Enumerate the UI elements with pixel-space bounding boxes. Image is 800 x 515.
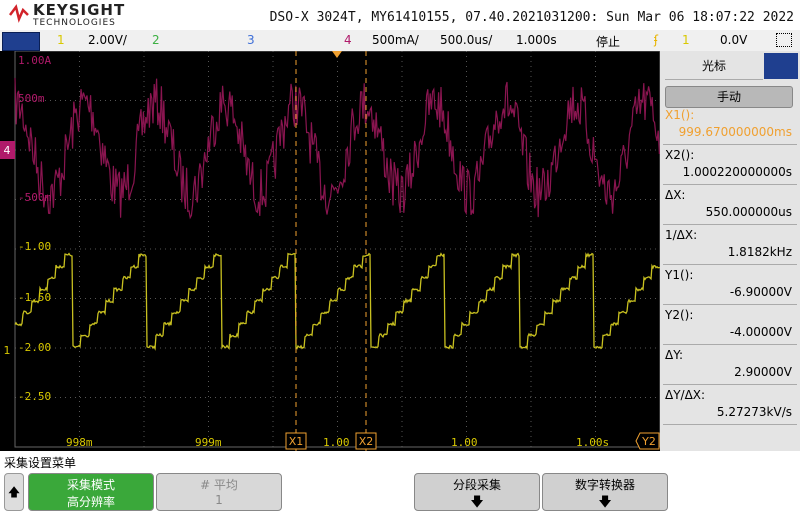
- logo-icon: [9, 4, 29, 23]
- y2-label: Y2: [641, 435, 656, 448]
- softkey-label: # 平均: [200, 478, 238, 492]
- axis-labels: 1.00A 500m -500m -1.00 -1.50 -2.00 -2.50 998m 99…: [18, 54, 609, 449]
- panel-tab[interactable]: 光标: [665, 53, 763, 80]
- ch4-scale: 500mA/: [372, 33, 419, 47]
- y-label: -1.00: [18, 240, 51, 253]
- readout-value: -6.90000V: [729, 285, 792, 299]
- trigger-icon: ʄ: [654, 33, 659, 47]
- x-label: 1.00s: [576, 436, 609, 449]
- waveforms: [14, 77, 660, 351]
- softkey-value: 1: [215, 493, 223, 507]
- ch1-scale: 2.00V/: [88, 33, 127, 47]
- softkey[interactable]: 采集模式 高分辨率: [28, 473, 154, 511]
- y-label: 1.00A: [18, 54, 51, 67]
- x-label: 999m: [195, 436, 222, 449]
- ch4-marker-bg: [0, 141, 15, 159]
- ch1[interactable]: 1: [57, 33, 65, 47]
- run-state[interactable]: 停止: [596, 35, 621, 49]
- separator: [663, 144, 797, 145]
- x-label: 1.00: [451, 436, 478, 449]
- readout-label: X1():: [665, 108, 695, 122]
- readout-value: 5.27273kV/s: [716, 405, 792, 419]
- mode-button[interactable]: 手动: [665, 86, 793, 108]
- x1-label: X1: [289, 435, 304, 448]
- readout-value: 999.670000000ms: [678, 125, 792, 139]
- delay: 1.000s: [516, 33, 557, 47]
- grid-frame: [14, 51, 660, 448]
- x2-tag[interactable]: [355, 432, 377, 450]
- x-label: 1.00: [323, 436, 350, 449]
- x2-label: X2: [359, 435, 374, 448]
- readout-value: 1.8182kHz: [727, 245, 792, 259]
- separator: [663, 224, 797, 225]
- separator: [663, 424, 797, 425]
- grid: [14, 51, 660, 448]
- ch1-marker[interactable]: 1: [4, 344, 11, 357]
- screen-icon[interactable]: [776, 33, 792, 47]
- separator: [663, 184, 797, 185]
- graticule: 1.00A 500m -500m -1.00 -1.50 -2.00 -2.50 998m 99…: [0, 51, 660, 451]
- ch2[interactable]: 2: [152, 33, 160, 47]
- readout-label: Y2():: [665, 308, 694, 322]
- y-label: -2.00: [18, 341, 51, 354]
- readout-label: ΔX:: [665, 188, 686, 202]
- softkey-arrow: 🡇: [470, 495, 484, 510]
- x1-tag[interactable]: [285, 432, 307, 450]
- softkey-arrow: 🡇: [598, 495, 612, 510]
- trigger-position: [332, 51, 342, 58]
- readout-label: Y1():: [665, 268, 694, 282]
- readout-value: 1.000220000000s: [682, 165, 792, 179]
- scope-bg: [0, 51, 660, 451]
- softkey-label: 采集模式: [66, 478, 115, 492]
- brand-sub: TECHNOLOGIES: [33, 18, 116, 28]
- y2-tag[interactable]: [635, 432, 660, 450]
- panel-icon[interactable]: [764, 53, 798, 79]
- ch4-marker[interactable]: 4: [4, 144, 11, 157]
- separator: [663, 344, 797, 345]
- softkey-label: 数字转换器: [574, 478, 635, 492]
- separator: [663, 264, 797, 265]
- trigger-source: 1: [682, 33, 690, 47]
- ch3[interactable]: 3: [247, 33, 255, 47]
- header: KEYSIGHT TECHNOLOGIES DSO-X 3024T, MY614…: [0, 0, 800, 30]
- timebase: 500.0us/: [440, 33, 493, 47]
- y-label: -500m: [18, 191, 51, 204]
- y-label: -2.50: [18, 390, 51, 403]
- brand: KEYSIGHT: [33, 1, 126, 19]
- menu-key[interactable]: [2, 32, 40, 51]
- softkey-menu: 采集设置菜单 🡅 采集模式 高分辨率 # 平均 1 分段采集 🡇 数字转换器 🡇: [0, 451, 800, 512]
- separator: [663, 384, 797, 385]
- softkey-value: 高分辨率: [66, 495, 115, 509]
- softkey[interactable]: # 平均 1: [156, 473, 282, 511]
- readout-label: X2():: [665, 148, 695, 162]
- readout-label: ΔY:: [665, 348, 683, 362]
- softkey[interactable]: 分段采集 🡇: [414, 473, 540, 511]
- cursor-panel: 光标 手动 X1(): 999.670000000ms X2(): 1.0002200…: [660, 51, 800, 451]
- ch4[interactable]: 4: [344, 33, 352, 47]
- softkey-label: 分段采集: [452, 478, 501, 492]
- trigger-level: 0.0V: [720, 33, 748, 47]
- readout-label: 1/ΔX:: [665, 228, 698, 242]
- ch1-trace: [14, 252, 660, 351]
- readout-label: ΔY/ΔX:: [665, 388, 706, 402]
- menu-title: 采集设置菜单: [4, 456, 77, 470]
- readout-value: 2.90000V: [734, 365, 792, 379]
- back-button[interactable]: 🡅: [4, 473, 24, 511]
- readout-value: -4.00000V: [729, 325, 792, 339]
- separator: [663, 304, 797, 305]
- x-label: 998m: [66, 436, 93, 449]
- readout-value: 550.000000us: [705, 205, 792, 219]
- ch4-trace: [14, 77, 660, 220]
- y-label: 500m: [18, 92, 45, 105]
- softkey[interactable]: 数字转换器 🡇: [542, 473, 668, 511]
- device-title: DSO-X 3024T, MY61410155, 07.40.202103120…: [269, 10, 794, 25]
- y-label: -1.50: [18, 291, 51, 304]
- status-bar: 1 2.00V/ 2 3 4 500mA/ 500.0us/ 1.000s 停止…: [0, 30, 800, 51]
